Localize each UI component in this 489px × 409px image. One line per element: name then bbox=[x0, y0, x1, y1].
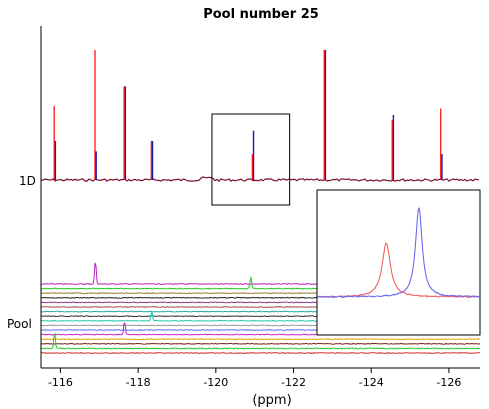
x-ticks: -116 -118 -120 -122 -124 -126 bbox=[48, 368, 461, 389]
row-label-1d: 1D bbox=[19, 174, 36, 188]
x-tick-label-5: -126 bbox=[436, 376, 461, 389]
row-label-pool: Pool bbox=[7, 317, 32, 331]
x-tick-label-1: -118 bbox=[126, 376, 151, 389]
x-axis-label: (ppm) bbox=[252, 393, 291, 408]
inset-panel bbox=[317, 190, 480, 335]
x-tick-label-0: -116 bbox=[48, 376, 73, 389]
inset-frame bbox=[317, 190, 480, 335]
x-tick-label-3: -122 bbox=[281, 376, 306, 389]
top-baseline bbox=[41, 177, 479, 181]
x-tick-label-4: -124 bbox=[359, 376, 384, 389]
pool-trace-13 bbox=[41, 343, 480, 344]
x-tick-label-2: -120 bbox=[203, 376, 228, 389]
chart-title: Pool number 25 bbox=[203, 7, 319, 22]
pool-trace-14 bbox=[41, 334, 480, 349]
pool-trace-15 bbox=[41, 353, 480, 354]
zoom-box bbox=[212, 114, 290, 205]
pool-trace-12 bbox=[41, 339, 480, 340]
top-spectrum bbox=[41, 50, 479, 181]
